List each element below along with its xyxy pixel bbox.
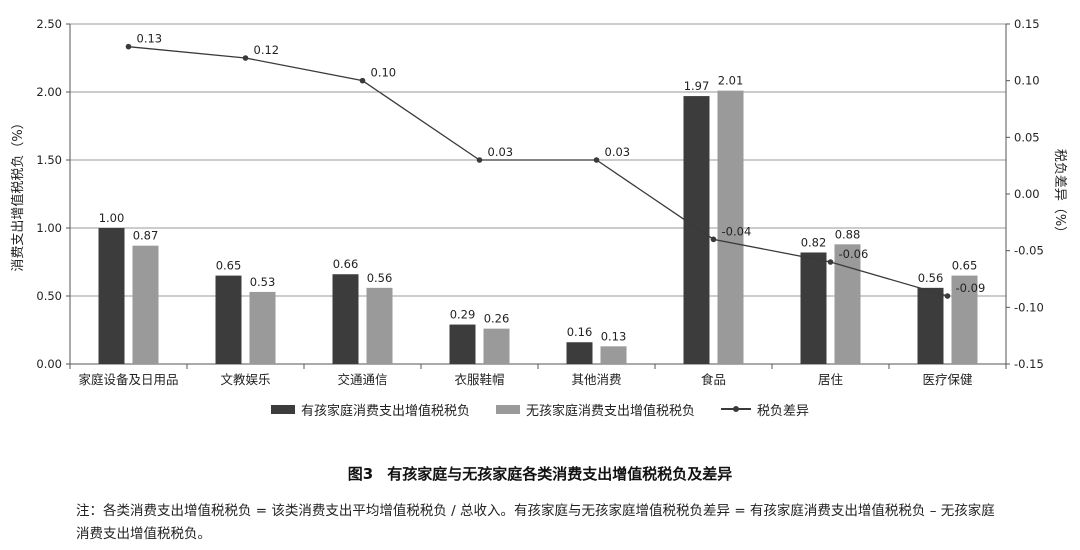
y-tick-label: 0.00 (36, 357, 62, 371)
bar-value-label: 0.66 (333, 257, 359, 271)
x-tick-label: 居住 (818, 372, 844, 387)
legend-swatch-line (721, 404, 751, 414)
y2-tick-label: -0.15 (1014, 357, 1044, 371)
bar-value-label: 0.13 (601, 329, 627, 343)
bar-value-label: 0.88 (835, 227, 861, 241)
bar (98, 228, 125, 364)
bar (800, 252, 827, 364)
line-point (242, 55, 249, 61)
x-tick-label: 其他消费 (571, 372, 621, 387)
bar-value-label: 0.53 (250, 275, 276, 289)
y-tick-label: 1.00 (36, 221, 62, 235)
line-point (593, 157, 600, 163)
bar-value-label: 0.87 (133, 229, 159, 243)
figure-title: 有孩家庭与无孩家庭各类消费支出增值税税负及差异 (387, 465, 733, 483)
bar (600, 346, 627, 364)
legend: 有孩家庭消费支出增值税税负 无孩家庭消费支出增值税税负 税负差异 (0, 398, 1080, 420)
bar-value-label: 0.16 (567, 325, 593, 339)
y2-tick-label: 0.00 (1014, 187, 1040, 201)
y2-tick-label: 0.15 (1014, 17, 1040, 31)
legend-item-difference: 税负差异 (721, 400, 809, 419)
line-value-label: -0.06 (839, 247, 869, 261)
figure-note: 注：各类消费支出增值税税负 = 该类消费支出平均增值税税负 / 总收入。有孩家庭… (76, 503, 995, 542)
bar-value-label: 0.82 (801, 235, 827, 249)
bar (249, 291, 276, 364)
bar (449, 324, 476, 364)
y2-tick-label: 0.10 (1014, 74, 1040, 88)
line-point (710, 236, 717, 243)
y2-tick-label: -0.10 (1014, 300, 1044, 314)
bar (951, 275, 978, 364)
bar-value-label: 0.26 (484, 312, 510, 326)
legend-item-with-child: 有孩家庭消费支出增值税税负 (270, 400, 470, 419)
x-tick-label: 衣服鞋帽 (454, 372, 504, 387)
x-tick-label: 文教娱乐 (220, 372, 270, 387)
legend-label: 税负差异 (757, 403, 810, 419)
line-point (476, 157, 483, 163)
bar (566, 342, 593, 364)
line-value-label: -0.04 (722, 224, 752, 238)
y2-tick-label: -0.05 (1014, 244, 1044, 258)
bar (132, 245, 159, 364)
line-value-label: -0.09 (956, 281, 986, 295)
legend-swatch-light (495, 404, 520, 414)
bar-value-label: 0.65 (952, 259, 978, 273)
line-point (944, 293, 951, 299)
legend-swatch-dark (270, 404, 295, 414)
y-tick-label: 0.50 (36, 289, 62, 303)
y-tick-label: 2.50 (36, 17, 62, 31)
y-axis-title: 消费支出增值税税负（%） (10, 116, 26, 271)
bar (366, 287, 393, 364)
y2-tick-label: 0.05 (1014, 130, 1040, 144)
line-value-label: 0.10 (371, 66, 397, 80)
line-value-label: 0.12 (254, 43, 280, 57)
y-tick-label: 1.50 (36, 153, 62, 167)
axes: 0.00 0.50 1.00 1.50 2.00 2.50 -0.15 -0.10 -0.05 0… (36, 17, 1043, 387)
figure-number: 图3 (347, 465, 374, 483)
x-tick-label: 家庭设备及日用品 (78, 372, 178, 387)
bar (717, 90, 744, 364)
x-tick-label: 食品 (701, 372, 726, 387)
data-labels: 1.00 0.65 0.66 0.29 0.16 1.97 0.82 0.56 0.87 0.53… (99, 32, 986, 344)
bar (483, 328, 510, 364)
difference-line (125, 43, 951, 299)
line-value-label: 0.03 (605, 145, 631, 159)
bar (332, 274, 359, 364)
line-point (827, 259, 834, 265)
bar-value-label: 1.00 (99, 211, 125, 225)
legend-label: 无孩家庭消费支出增值税税负 (525, 403, 695, 419)
bar-line-chart: 0.00 0.50 1.00 1.50 2.00 2.50 -0.15 -0.10 -0.05 0… (10, 17, 1067, 387)
x-tick-label: 交通通信 (337, 372, 387, 387)
figure-caption: 图3 有孩家庭与无孩家庭各类消费支出增值税税负及差异 (0, 463, 1080, 484)
difference-series-line (128, 46, 948, 297)
x-tick-label: 医疗保健 (922, 372, 973, 387)
y2-axis-title: 税负差异（%） (1052, 149, 1067, 239)
bar (917, 287, 944, 364)
line-point (125, 43, 132, 50)
bar (683, 96, 710, 364)
bar (834, 244, 861, 364)
bar-value-label: 1.97 (684, 79, 710, 93)
bar-value-label: 0.56 (918, 271, 944, 285)
bar-value-label: 0.65 (216, 259, 242, 273)
line-value-label: 0.03 (488, 145, 514, 159)
line-value-label: 0.13 (137, 32, 163, 46)
bar-value-label: 2.01 (718, 74, 744, 88)
legend-label: 有孩家庭消费支出增值税税负 (300, 403, 470, 419)
bar-value-label: 0.56 (367, 271, 393, 285)
bar (215, 275, 242, 364)
bars (98, 90, 978, 364)
bar-value-label: 0.29 (450, 308, 476, 322)
y-tick-label: 2.00 (36, 85, 62, 99)
legend-item-without-child: 无孩家庭消费支出增值税税负 (495, 400, 695, 419)
line-point (359, 77, 366, 84)
